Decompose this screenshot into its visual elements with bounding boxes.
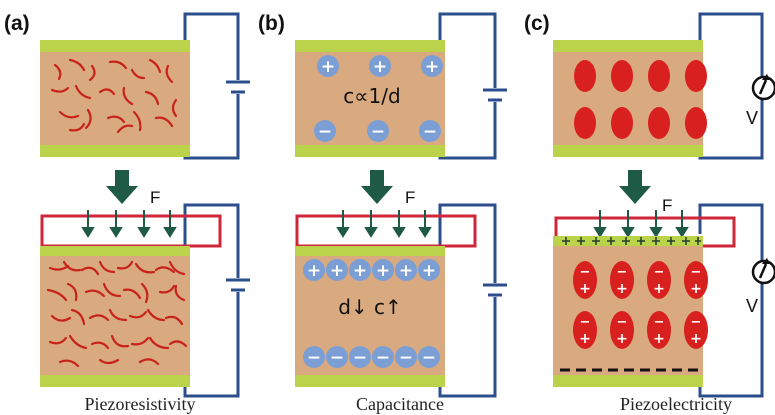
panel-c-label: (c) <box>524 12 550 35</box>
panel-b-force-arrow-icon: F <box>361 170 415 207</box>
minus-symbol: − <box>307 348 321 368</box>
plus-symbol: + <box>307 261 321 281</box>
minus-symbol: − <box>376 348 390 368</box>
top-electrode <box>295 40 445 52</box>
plus-symbol: + <box>376 261 390 281</box>
plus-symbol: + <box>616 331 628 347</box>
force-label: F <box>150 188 160 207</box>
plus-symbol: + <box>422 261 436 281</box>
pressing-plate <box>295 214 477 248</box>
minus-symbol: − <box>399 348 413 368</box>
plus-symbol: + <box>653 281 665 297</box>
voltmeter-icon: V <box>746 258 775 316</box>
plus-symbol: + <box>321 57 335 77</box>
circuit-wire <box>438 12 497 160</box>
surface-positive-charges <box>562 237 701 245</box>
minus-symbol: − <box>353 348 367 368</box>
circuit-wire <box>183 203 240 398</box>
battery-icon <box>483 283 507 297</box>
minus-symbol: − <box>422 348 436 368</box>
panel-a-top-device <box>40 12 250 160</box>
panel-b-label: (b) <box>258 12 285 35</box>
capacitance-equation: c∝1/d <box>343 84 400 108</box>
top-electrode <box>295 246 445 256</box>
plus-symbol: + <box>616 281 628 297</box>
minus-symbol: − <box>371 122 385 142</box>
pressing-plate <box>40 214 222 248</box>
battery-icon <box>226 278 250 292</box>
capacitance-change-text: d↓ c↑ <box>338 295 402 319</box>
polarized-dipoles: −+ −+ −+ −+ −+ −+ −+ −+ <box>573 261 708 349</box>
negative-charges-dense: − − − − − − <box>303 346 440 368</box>
pressure-arrows <box>593 210 689 238</box>
panel-a: (a) F <box>4 12 250 414</box>
plus-symbol: + <box>579 331 591 347</box>
plus-symbol: + <box>690 331 702 347</box>
pressure-arrows <box>336 210 432 238</box>
bottom-electrode <box>295 145 445 157</box>
minus-symbol: − <box>580 315 591 330</box>
minus-symbol: − <box>318 122 332 142</box>
unpolarized-dipoles <box>574 60 707 139</box>
minus-symbol: − <box>423 122 437 142</box>
force-label: F <box>405 188 415 207</box>
top-electrode <box>40 246 190 256</box>
circuit-wire <box>438 203 497 398</box>
minus-symbol: − <box>691 315 702 330</box>
positive-charges-dense: + + + + + + <box>303 259 440 281</box>
panel-a-caption: Piezoresistivity <box>85 394 196 414</box>
panel-a-label: (a) <box>4 12 30 35</box>
bottom-electrode <box>40 375 190 387</box>
plus-symbol: + <box>373 57 387 77</box>
plus-symbol: + <box>690 281 702 297</box>
conductive-fibers <box>50 58 178 134</box>
battery-icon <box>483 88 507 102</box>
panel-b-top-device: + + + c∝1/d − − − <box>295 12 507 160</box>
top-electrode <box>40 40 190 52</box>
plus-symbol: + <box>399 261 413 281</box>
panel-c-top-device: V <box>553 12 775 160</box>
plus-symbol: + <box>330 261 344 281</box>
panel-c-caption: Piezoelectricity <box>620 394 732 414</box>
pressure-arrows <box>81 210 177 238</box>
panel-b-bottom-device: + + + + + + d↓ c↑ − − − − − − <box>295 203 507 398</box>
minus-symbol: − <box>654 315 665 330</box>
bottom-electrode <box>295 375 445 387</box>
panel-a-force-arrow-icon: F <box>106 170 160 207</box>
minus-symbol: − <box>330 348 344 368</box>
plus-symbol: + <box>653 331 665 347</box>
plus-symbol: + <box>579 281 591 297</box>
plus-symbol: + <box>425 57 439 77</box>
composite-body <box>40 52 190 145</box>
force-label: F <box>662 196 672 215</box>
positive-charges: + + + <box>317 55 443 77</box>
minus-symbol: − <box>580 265 591 280</box>
minus-symbol: − <box>617 265 628 280</box>
plus-symbol: + <box>353 261 367 281</box>
panel-a-bottom-device <box>40 203 250 398</box>
bottom-electrode <box>553 375 703 387</box>
battery-icon <box>226 80 250 94</box>
minus-symbol: − <box>617 315 628 330</box>
bottom-electrode <box>40 145 190 157</box>
panel-b: (b) + + + c∝1/d − − − <box>258 12 507 414</box>
dense-conductive-fibers <box>46 260 188 368</box>
panel-c-force-arrow-icon: F <box>619 170 672 215</box>
bottom-electrode <box>553 145 703 157</box>
voltmeter-label: V <box>746 108 758 128</box>
top-electrode <box>553 40 703 52</box>
circuit-wire <box>698 203 764 398</box>
minus-symbol: − <box>691 265 702 280</box>
minus-symbol: − <box>654 265 665 280</box>
voltmeter-label: V <box>746 296 758 316</box>
panel-c-bottom-device: −+ −+ −+ −+ −+ −+ −+ −+ V <box>553 203 775 398</box>
negative-charges: − − − <box>314 120 441 142</box>
voltmeter-icon: V <box>746 74 775 128</box>
panel-c: (c) V F <box>524 12 775 414</box>
panel-b-caption: Capacitance <box>356 394 444 414</box>
